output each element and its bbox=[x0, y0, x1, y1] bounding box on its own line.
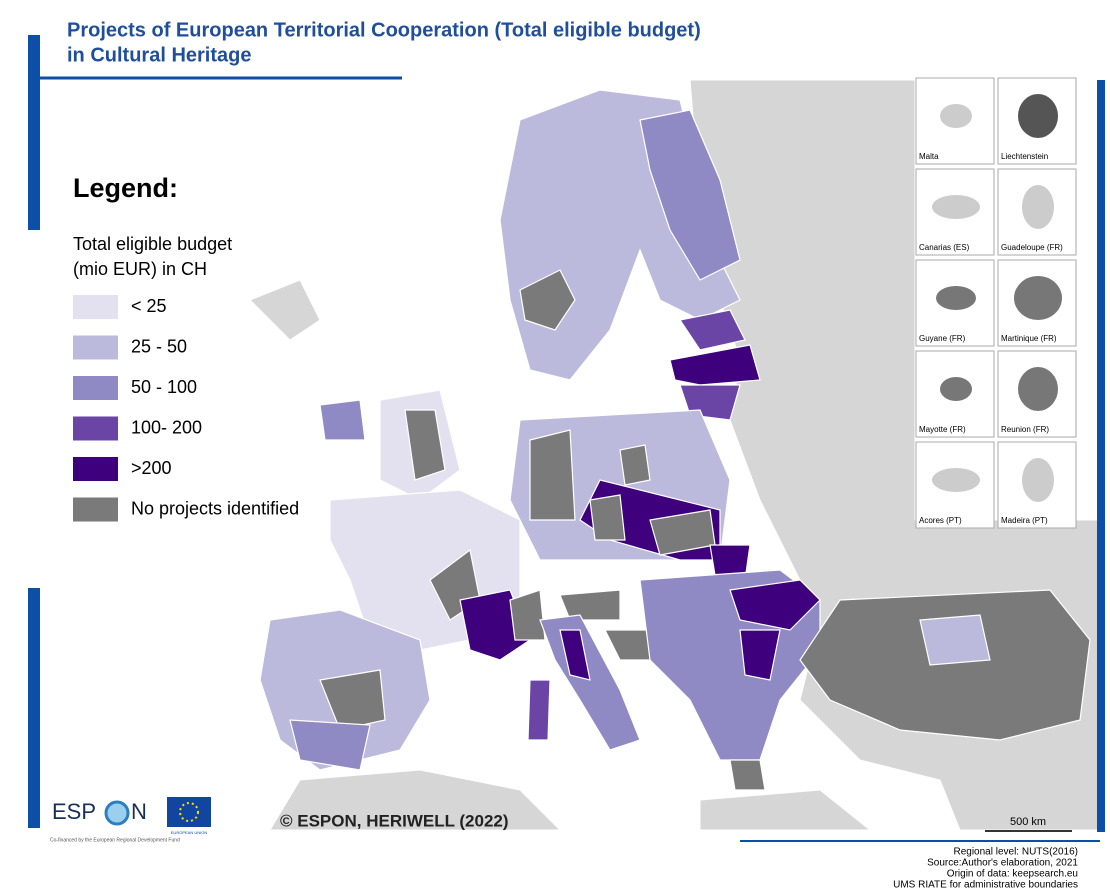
inset-shape bbox=[936, 286, 976, 310]
region bbox=[799, 589, 1091, 741]
legend: < 25 25 - 50 50 - 100 100- 200 >200 No projec… bbox=[73, 295, 299, 522]
inset-label: Guadeloupe (FR) bbox=[1001, 243, 1063, 252]
inset-shape bbox=[932, 195, 980, 219]
inset-shape bbox=[940, 377, 972, 401]
legend-swatch bbox=[73, 335, 118, 360]
inset-shape bbox=[1018, 94, 1058, 138]
region bbox=[589, 494, 626, 541]
region bbox=[519, 269, 576, 331]
copyright: © ESPON, HERIWELL (2022) bbox=[280, 811, 509, 830]
source-line: Regional level: NUTS(2016) bbox=[953, 847, 1078, 858]
region bbox=[919, 614, 991, 666]
regions bbox=[259, 89, 1091, 791]
region bbox=[729, 759, 766, 791]
logo-text: ESP bbox=[52, 799, 96, 824]
legend-heading: Legend: bbox=[73, 173, 178, 203]
inset-label: Martinique (FR) bbox=[1001, 334, 1057, 343]
eu-label: EUROPEAN UNION bbox=[171, 830, 208, 835]
legend-label: No projects identified bbox=[131, 498, 299, 518]
inset-label: Liechtenstein bbox=[1001, 152, 1048, 161]
inset-shape bbox=[1014, 276, 1062, 320]
inset-shape bbox=[1022, 458, 1054, 502]
inset-shape bbox=[940, 104, 972, 128]
legend-swatch bbox=[73, 457, 118, 481]
source-line: Origin of data: keepsearch.eu bbox=[947, 869, 1078, 880]
inset-frame bbox=[997, 350, 1077, 438]
inset-label: Madeira (PT) bbox=[1001, 516, 1048, 525]
cofinanced-note: Co-financed by the European Regional Dev… bbox=[50, 837, 180, 843]
source-line: Source:Author's elaboration, 2021 bbox=[927, 858, 1078, 869]
region bbox=[639, 109, 741, 281]
espon-logo: ESP N EUROPEAN UNION Co-financed by the … bbox=[50, 797, 211, 843]
legend-label: >200 bbox=[131, 458, 172, 478]
inset-label: Acores (PT) bbox=[919, 516, 962, 525]
legend-swatch bbox=[73, 295, 118, 319]
accent-bar bbox=[1097, 80, 1105, 832]
legend-swatch bbox=[73, 376, 118, 400]
region bbox=[404, 409, 446, 481]
region bbox=[509, 589, 546, 641]
legend-swatch bbox=[73, 497, 118, 522]
region bbox=[559, 589, 621, 621]
region bbox=[739, 629, 781, 681]
inset-shape bbox=[1018, 367, 1058, 411]
legend-swatch bbox=[73, 416, 118, 441]
inset-label: Reunion (FR) bbox=[1001, 425, 1049, 434]
region bbox=[319, 669, 386, 731]
inset-shape bbox=[1022, 185, 1054, 229]
insets: Malta Liechtenstein Canarias (ES) Guadeloup… bbox=[915, 77, 1077, 529]
region bbox=[619, 444, 651, 486]
legend-subtitle: (mio EUR) in CH bbox=[73, 259, 207, 279]
inset-label: Mayotte (FR) bbox=[919, 425, 966, 434]
region bbox=[529, 429, 576, 521]
inset-label: Malta bbox=[919, 152, 939, 161]
legend-subtitle: Total eligible budget bbox=[73, 234, 232, 254]
legend-label: 100- 200 bbox=[131, 417, 202, 437]
inset-label: Guyane (FR) bbox=[919, 334, 966, 343]
inset-shape bbox=[932, 468, 980, 492]
legend-label: < 25 bbox=[131, 296, 167, 316]
accent-bar bbox=[28, 588, 40, 828]
eu-stars bbox=[179, 802, 199, 822]
inset-label: Canarias (ES) bbox=[919, 243, 970, 252]
region bbox=[319, 399, 366, 441]
logo-text: N bbox=[131, 799, 147, 824]
accent-bar bbox=[28, 35, 40, 230]
source-line: UMS RIATE for administrative boundaries bbox=[893, 880, 1078, 891]
region bbox=[289, 719, 371, 771]
legend-label: 50 - 100 bbox=[131, 377, 197, 397]
logo-mark bbox=[104, 800, 130, 826]
region bbox=[527, 679, 551, 741]
title-line: in Cultural Heritage bbox=[67, 44, 251, 66]
legend-label: 25 - 50 bbox=[131, 336, 187, 356]
region bbox=[679, 309, 746, 351]
region bbox=[669, 344, 761, 386]
eu-flag bbox=[167, 797, 211, 827]
region bbox=[729, 579, 821, 631]
title-line: Projects of European Territorial Coopera… bbox=[67, 19, 701, 41]
scale-label: 500 km bbox=[1010, 816, 1046, 828]
region bbox=[559, 629, 591, 681]
